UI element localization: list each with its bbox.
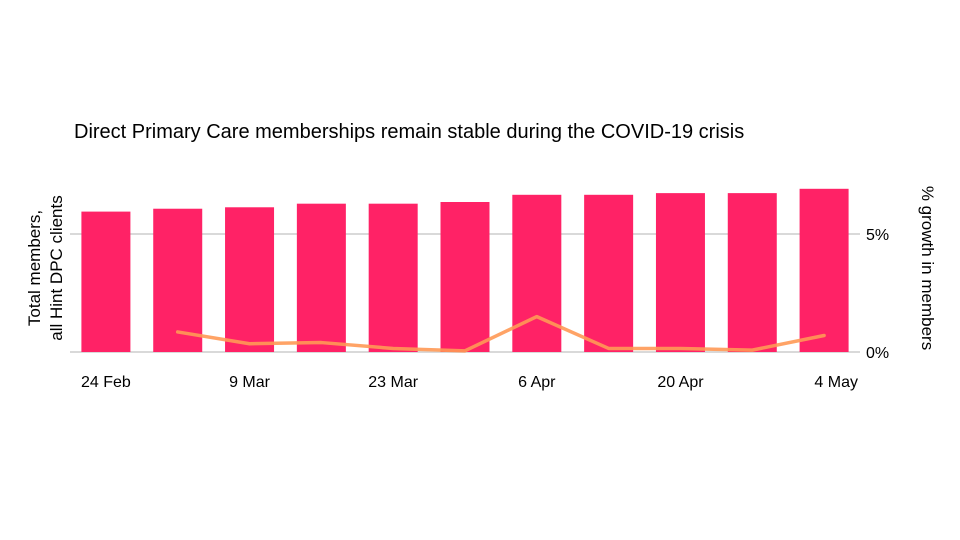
x-tick-label: 4 May bbox=[814, 374, 858, 391]
bar bbox=[584, 194, 634, 352]
x-tick-label: 24 Feb bbox=[81, 374, 131, 391]
x-tick-label: 9 Mar bbox=[229, 374, 271, 391]
right-axis-tick-label: 0% bbox=[866, 345, 889, 362]
bar-series bbox=[81, 188, 849, 352]
bar bbox=[153, 208, 203, 352]
tick-labels: 0% 5% 24 Feb 9 Mar 23 Mar 6 Apr 20 Apr 4 May bbox=[81, 227, 889, 391]
x-tick-label: 20 Apr bbox=[657, 374, 704, 391]
growth-line bbox=[175, 314, 826, 353]
chart-title: Direct Primary Care memberships remain s… bbox=[74, 121, 745, 143]
bar bbox=[512, 194, 562, 352]
bar bbox=[440, 202, 490, 352]
bar bbox=[655, 193, 705, 352]
bar bbox=[225, 207, 275, 352]
bar bbox=[296, 203, 346, 352]
x-tick-label: 6 Apr bbox=[518, 374, 556, 391]
bar bbox=[727, 193, 777, 352]
growth-line-series bbox=[175, 314, 826, 353]
x-tick-label: 23 Mar bbox=[368, 374, 418, 391]
right-axis-tick-label: 5% bbox=[866, 227, 889, 244]
bar bbox=[81, 211, 131, 352]
bar bbox=[799, 188, 849, 352]
left-axis-title: Total members, all Hint DPC clients bbox=[25, 195, 66, 341]
axis-titles: Total members, all Hint DPC clients % grow… bbox=[25, 186, 937, 350]
right-axis-title: % growth in members bbox=[918, 186, 937, 350]
bar bbox=[368, 203, 418, 352]
